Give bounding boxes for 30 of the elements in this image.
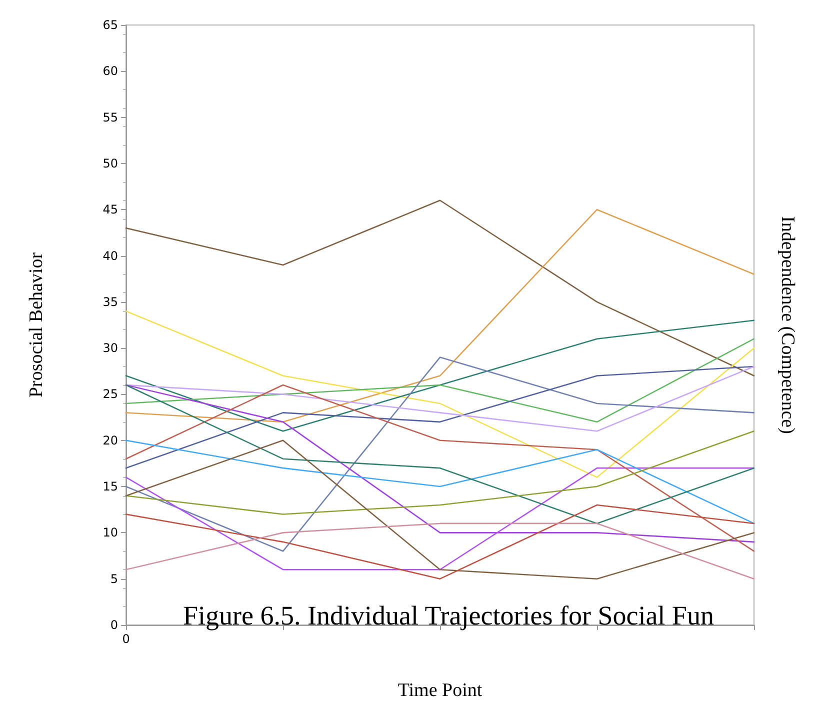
y-axis-title: Prosocial Behavior (26, 252, 47, 398)
line-series (125, 208, 755, 423)
annotation: Figure 6.5. Individual Trajectories for Social Fun (183, 600, 714, 630)
line-series (125, 440, 755, 524)
y-tick-label: 30 (102, 341, 118, 356)
y2-axis-title: Independence (Competence) (777, 216, 798, 434)
y-tick-label: 40 (102, 248, 118, 263)
line-series (125, 522, 755, 580)
line-series (125, 200, 755, 376)
line-series (125, 310, 755, 478)
y-tick-label: 55 (102, 110, 118, 124)
line-series (125, 320, 755, 432)
y-tick-label: 50 (102, 156, 118, 170)
y-tick-label: 5 (110, 572, 118, 586)
line-series (125, 366, 755, 432)
y-tick-label: 60 (102, 64, 118, 78)
line-series (125, 440, 755, 580)
y-tick-label: 45 (102, 202, 118, 217)
line-series (125, 504, 755, 580)
y-tick-label: 25 (102, 387, 118, 402)
category-label: 0 (122, 632, 130, 646)
y-tick-label: 20 (102, 433, 118, 448)
y-tick-label: 10 (102, 526, 118, 540)
y-tick-label: 35 (102, 294, 118, 309)
y-tick-label: 65 (102, 18, 118, 32)
y-tick-label: 15 (102, 480, 118, 494)
line-series (125, 338, 755, 423)
line-series (125, 366, 755, 469)
x-axis-title: Time Point (398, 680, 483, 701)
line-series (125, 430, 755, 515)
